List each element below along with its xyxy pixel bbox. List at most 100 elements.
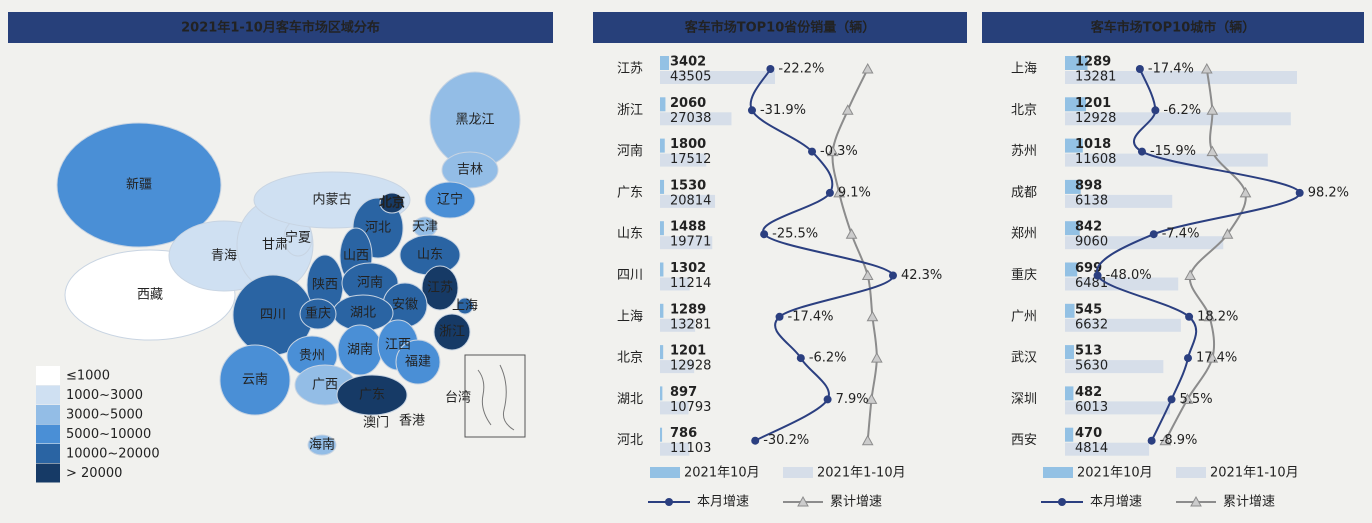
- legend-swatch: [36, 405, 60, 424]
- bar-value: 20814: [670, 193, 711, 208]
- region-label: 新疆: [126, 177, 152, 193]
- region-label: 贵州: [299, 349, 325, 364]
- bar: [660, 194, 716, 208]
- marker: [775, 312, 784, 321]
- marker: [845, 228, 858, 239]
- bar: [1065, 262, 1078, 277]
- bar-value: 1018: [1075, 137, 1111, 152]
- bar: [1065, 318, 1181, 332]
- category-label: 广东: [617, 185, 643, 200]
- legend-swatch: [1043, 467, 1073, 478]
- marker: [1239, 186, 1252, 198]
- marker: [1183, 354, 1192, 363]
- category-label: 郑州: [1011, 227, 1037, 242]
- bar-value: 1201: [670, 344, 706, 359]
- region-label: 甘肃: [262, 238, 288, 253]
- category-label: 上海: [617, 309, 643, 324]
- bar-value: 1530: [670, 178, 706, 193]
- panel-header: [593, 12, 967, 43]
- region: [421, 265, 459, 311]
- panel-title: 2021年1-10月客车市场区域分布: [181, 20, 380, 36]
- marker: [861, 269, 874, 280]
- legend-label: 1000~3000: [66, 388, 143, 403]
- bar: [1065, 401, 1171, 415]
- marker: [1206, 104, 1219, 115]
- legend-label: > 20000: [66, 466, 122, 481]
- bar: [660, 345, 664, 360]
- bar-value: 6013: [1075, 400, 1108, 415]
- category-label: 河北: [617, 433, 643, 448]
- category-label: 山东: [617, 227, 643, 242]
- line-value: 9.1%: [838, 185, 871, 200]
- bar-value: 6481: [1075, 276, 1108, 291]
- bar: [660, 442, 690, 456]
- marker: [823, 395, 832, 404]
- region-label: 浙江: [439, 325, 465, 340]
- bar: [660, 427, 663, 442]
- panel-header: [8, 12, 553, 43]
- inset-box: [464, 354, 526, 438]
- legend-swatch: [36, 385, 60, 405]
- panel-header: [982, 12, 1364, 43]
- bar-value: 17512: [670, 152, 711, 167]
- region-label: 吉林: [457, 163, 483, 178]
- category-label: 四川: [617, 268, 643, 283]
- line-value: -30.2%: [763, 433, 809, 448]
- bar: [660, 56, 669, 70]
- category-label: 苏州: [1011, 143, 1037, 159]
- line-value: -17.4%: [788, 309, 834, 324]
- line-value: -6.2%: [809, 351, 847, 366]
- bar-value: 10793: [670, 400, 711, 415]
- region: [395, 339, 441, 385]
- region: [336, 374, 408, 416]
- bar: [1065, 56, 1088, 70]
- region-label: 河南: [357, 275, 383, 291]
- bar: [660, 262, 664, 277]
- line-value: -22.2%: [778, 62, 824, 77]
- marker: [1221, 228, 1234, 239]
- line-value: 98.2%: [1308, 185, 1349, 200]
- legend-swatch: [36, 424, 60, 444]
- line-value: 42.3%: [901, 268, 942, 283]
- bar: [660, 71, 775, 84]
- region-label: 安徽: [392, 298, 418, 313]
- marker: [888, 271, 897, 280]
- category-label: 重庆: [1011, 267, 1037, 283]
- marker: [1206, 352, 1219, 363]
- bar-value: 1201: [1075, 96, 1111, 111]
- bar-value: 4814: [1075, 441, 1108, 456]
- bar: [660, 97, 666, 112]
- region-label: 广东: [359, 388, 385, 403]
- marker: [747, 106, 756, 115]
- marker: [1151, 106, 1160, 115]
- panel-title: 客车市场TOP10省份销量（辆）: [685, 20, 876, 36]
- region-label: 北京: [379, 195, 405, 211]
- bar-value: 842: [1075, 220, 1102, 235]
- region-label: 宁夏: [285, 230, 311, 246]
- category-label: 武汉: [1011, 351, 1037, 366]
- region: [379, 192, 405, 214]
- marker: [766, 65, 775, 73]
- marker: [841, 104, 854, 115]
- bar: [660, 112, 732, 126]
- bar: [1065, 303, 1075, 318]
- bar-value: 11214: [670, 276, 711, 291]
- region-label: 江苏: [427, 280, 453, 296]
- bar-value: 9060: [1075, 235, 1108, 250]
- region-label: 广西: [312, 378, 338, 393]
- marker: [1167, 395, 1176, 404]
- bar: [1065, 112, 1291, 126]
- legend-marker: [797, 495, 809, 507]
- marker: [861, 62, 874, 74]
- bar-value: 6632: [1075, 317, 1108, 332]
- bar-value: 897: [670, 385, 697, 400]
- bar-value: 1302: [670, 261, 706, 276]
- region-label: 江西: [385, 338, 411, 353]
- marker: [1149, 230, 1158, 239]
- region-label: 黑龙江: [455, 113, 494, 128]
- region-label: 香港: [399, 414, 425, 429]
- bar: [660, 360, 695, 374]
- marker: [1185, 312, 1194, 321]
- region-label: 青海: [211, 249, 237, 264]
- region-label: 海南: [309, 437, 335, 453]
